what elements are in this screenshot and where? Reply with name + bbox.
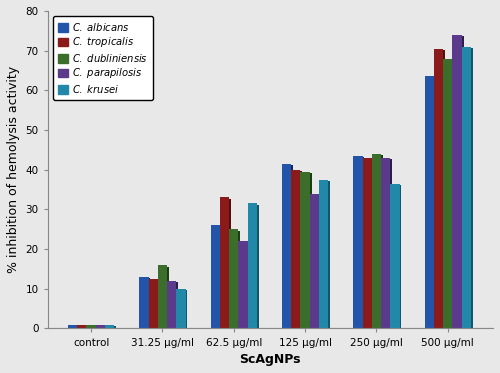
Y-axis label: % inhibition of hemolysis activity: % inhibition of hemolysis activity — [7, 66, 20, 273]
Bar — [452, 35, 462, 329]
Bar — [436, 50, 445, 330]
Bar — [392, 185, 402, 330]
Bar — [445, 60, 454, 330]
Bar — [240, 243, 250, 330]
Bar — [68, 325, 77, 329]
Bar — [390, 184, 400, 329]
Bar — [302, 173, 312, 330]
Bar — [355, 157, 364, 330]
Bar — [150, 280, 160, 330]
Bar — [321, 181, 330, 330]
Bar — [176, 289, 186, 329]
Bar — [250, 205, 259, 330]
Bar — [310, 194, 319, 329]
Bar — [381, 158, 390, 329]
Bar — [291, 170, 300, 329]
Legend: $\it{C.\;albicans}$, $\it{C.\;tropicalis}$, $\it{C.\;dubliniensis}$, $\it{C.\;pa: $\it{C.\;albicans}$, $\it{C.\;tropicalis… — [52, 16, 152, 100]
Bar — [107, 326, 116, 330]
Bar — [443, 59, 452, 329]
Bar — [88, 326, 98, 330]
Bar — [222, 199, 231, 330]
Bar — [231, 231, 240, 330]
Bar — [426, 78, 436, 330]
Bar — [220, 197, 229, 329]
Bar — [229, 229, 238, 329]
Bar — [312, 195, 321, 330]
X-axis label: ScAgNPs: ScAgNPs — [240, 353, 301, 366]
Bar — [462, 47, 471, 329]
Bar — [248, 203, 257, 329]
Bar — [148, 279, 158, 329]
Bar — [212, 227, 222, 330]
Bar — [354, 156, 362, 329]
Bar — [79, 326, 88, 330]
Bar — [141, 279, 150, 330]
Bar — [364, 159, 374, 330]
Bar — [454, 36, 464, 330]
Bar — [293, 171, 302, 330]
Bar — [282, 164, 291, 329]
Bar — [70, 326, 79, 330]
Bar — [77, 325, 86, 329]
Bar — [105, 325, 115, 329]
Bar — [86, 325, 96, 329]
Bar — [158, 265, 167, 329]
Bar — [160, 267, 169, 330]
Bar — [178, 290, 188, 330]
Bar — [464, 48, 473, 330]
Bar — [167, 281, 176, 329]
Bar — [139, 277, 148, 329]
Bar — [319, 180, 328, 329]
Bar — [434, 48, 443, 329]
Bar — [372, 154, 381, 329]
Bar — [238, 241, 248, 329]
Bar — [300, 172, 310, 329]
Bar — [96, 325, 105, 329]
Bar — [284, 165, 293, 330]
Bar — [383, 159, 392, 330]
Bar — [374, 156, 383, 330]
Bar — [98, 326, 107, 330]
Bar — [424, 76, 434, 329]
Bar — [362, 158, 372, 329]
Bar — [210, 225, 220, 329]
Bar — [169, 282, 178, 330]
